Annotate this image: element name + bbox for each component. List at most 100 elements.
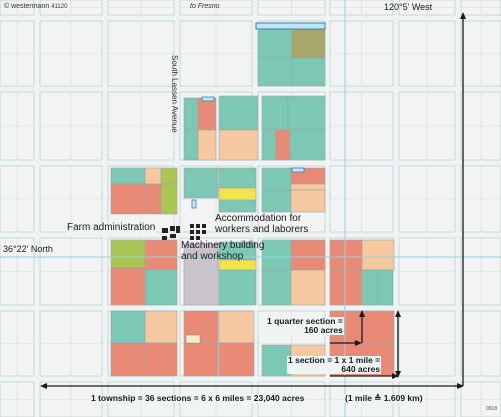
field-parcel [144,239,178,271]
worker-housing [190,224,194,228]
farm-building [170,226,175,231]
field-parcel [290,183,326,191]
field-parcel [261,167,292,191]
field-parcel [110,167,146,185]
field-parcel [290,189,326,213]
field-parcel [218,199,257,213]
latitude-label: 36°22' North [3,244,53,254]
field-parcel [290,269,326,306]
field-parcel [110,239,146,269]
field-parcel [291,57,326,87]
publisher-credit: © westermann 41120 [4,3,67,10]
field-parcel [197,129,217,161]
field-parcel [144,342,178,377]
road-destination-label: to Fresno [190,3,220,10]
worker-housing [196,236,200,240]
accommodation-line1: Accommodation for [215,213,302,224]
quarter-line2: 160 acres [304,324,343,335]
shed [185,334,201,344]
worker-housing [190,230,194,234]
township-arrow-head-right [457,383,464,389]
field-parcel [218,310,255,344]
section-arrow-head-bottom [395,371,401,378]
township-note: 1 township = 36 sections = 6 x 6 miles =… [90,393,306,403]
worker-housing [202,230,206,234]
field-parcel [361,310,395,344]
field-parcel [144,310,178,344]
field-parcel [144,269,178,306]
field-parcel [183,97,199,131]
field-parcel [218,95,259,131]
section-line2: 640 acres [341,363,381,374]
field-parcel [261,269,292,306]
field-parcel [361,269,379,306]
quarter-section-note: 1 quarter section = 160 acres [266,317,344,335]
field-parcel [290,239,326,271]
field-parcel [287,95,326,131]
field-parcel [218,342,255,377]
worker-housing [196,230,200,234]
quarter-arrow-head-top [359,310,365,317]
field-parcel [261,95,289,131]
small-pond [201,96,215,102]
farm-building [170,234,176,238]
field-parcel [110,310,146,344]
small-pond [191,199,197,209]
field-parcel [160,183,178,215]
copyright-text: © westermann [4,3,50,10]
small-pond [291,167,305,173]
quarter-arrow-head-right [355,340,362,346]
mile-conversion-note: (1 mile ≙ 1.609 km) [344,393,424,403]
field-parcel [329,239,363,271]
field-parcel [197,97,217,131]
field-parcel [183,129,199,161]
farm-building [162,236,167,240]
field-parcel [261,239,292,271]
field-parcel [144,167,162,185]
machinery-line2: and workshop [181,250,244,262]
field-parcel [110,267,146,306]
map-id: 41120 [51,4,68,10]
map-code: 0918 [486,406,498,412]
field-parcel [361,239,395,271]
field-parcel [183,167,219,199]
field-parcel [377,269,394,306]
worker-housing [196,224,200,228]
quarter-line1: 1 quarter section = [267,316,343,326]
worker-housing [202,224,206,228]
township-arrow-head-top [460,12,466,19]
township-arrow-head-left [40,383,47,389]
accommodation-line2: workers and laborers [215,223,309,235]
field-parcel [289,129,326,161]
field-parcel [291,27,326,59]
field-parcel [183,243,219,306]
field-parcel [261,189,292,213]
section-arrow-head-right [392,373,399,379]
field-parcel [329,269,363,306]
field-parcel [218,167,257,189]
field-parcel [183,342,219,377]
field-parcel [218,129,259,161]
worker-housing [190,236,194,240]
canal-reservoir [255,22,326,30]
field-parcel [218,269,257,306]
field-parcel [257,57,293,87]
field-parcel [261,129,277,161]
field-parcel [261,344,292,377]
longitude-label: 120°5' West [384,2,433,12]
field-parcel [160,167,178,185]
farm-building [176,226,180,233]
machinery-line1: Machinery building [181,240,265,251]
farm-administration-label: Farm administration [66,222,157,234]
farm-building [162,228,168,233]
section-note: 1 section = 1 x 1 mile = 640 acres [287,355,382,374]
machinery-label: Machinery building and workshop [181,240,265,262]
field-parcel [257,27,293,59]
field-parcel [110,183,146,215]
section-line1: 1 section = 1 x 1 mile = [288,355,381,365]
section-arrow-head-top [395,310,401,317]
field-parcel [218,187,257,201]
accommodation-label: Accommodation for workers and laborers [215,213,309,235]
